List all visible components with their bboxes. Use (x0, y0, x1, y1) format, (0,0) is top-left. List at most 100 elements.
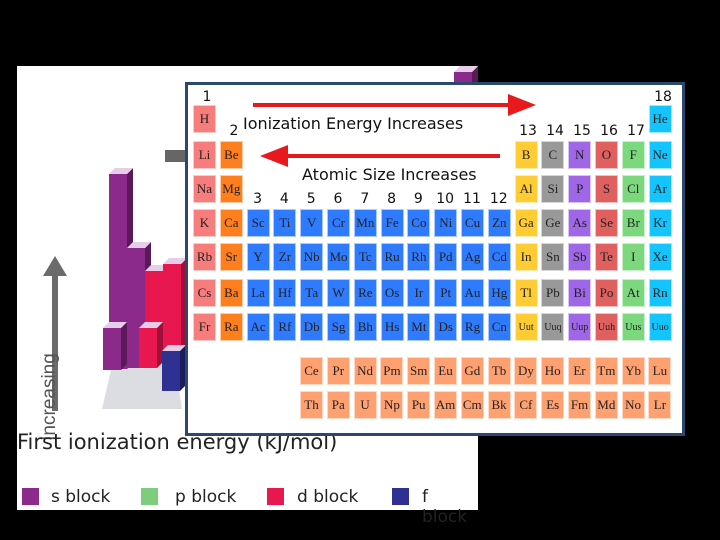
direction-arrow-stub (165, 150, 187, 162)
element-mn: Mn (353, 209, 377, 237)
element-dy: Dy (514, 357, 538, 385)
element-rg: Rg (461, 313, 484, 341)
element-zr: Zr (273, 243, 297, 271)
element-pm: Pm (380, 357, 404, 385)
element-xe: Xe (648, 243, 672, 271)
element-pr: Pr (326, 357, 350, 385)
element-ra: Ra (219, 313, 243, 341)
element-ge: Ge (541, 209, 565, 237)
legend-swatch-d (267, 488, 284, 505)
element-tm: Tm (594, 357, 618, 385)
element-fr: Fr (193, 313, 216, 341)
element-cl: Cl (621, 175, 645, 203)
element-os: Os (380, 279, 404, 307)
element-es: Es (541, 391, 565, 419)
group-number-3: 3 (253, 191, 263, 207)
element-lu: Lu (648, 357, 672, 385)
element-al: Al (514, 175, 538, 203)
element-u: U (353, 391, 377, 419)
element-li: Li (193, 141, 216, 169)
element-ca: Ca (219, 209, 243, 237)
element-hf: Hf (273, 279, 297, 307)
group-number-6: 6 (333, 191, 343, 207)
element-n: N (568, 141, 592, 169)
element-fe: Fe (380, 209, 404, 237)
element-na: Na (193, 175, 216, 203)
element-fm: Fm (568, 391, 591, 419)
element-c: C (541, 141, 565, 169)
element-pu: Pu (407, 391, 431, 419)
element-be: Be (219, 141, 243, 169)
element-kr: Kr (648, 209, 672, 237)
element-cn: Cn (487, 313, 511, 341)
element-bi: Bi (568, 279, 592, 307)
increasing-axis-arrowhead (43, 256, 67, 276)
element-po: Po (595, 279, 618, 307)
element-cr: Cr (327, 209, 350, 237)
element-no: No (621, 391, 645, 419)
group-number-12: 12 (489, 191, 508, 207)
element-ne: Ne (648, 141, 672, 169)
element-bh: Bh (353, 313, 377, 341)
element-w: W (327, 279, 350, 307)
element-nd: Nd (353, 357, 377, 385)
group-number-14: 14 (546, 123, 564, 139)
element-am: Am (434, 391, 457, 419)
element-b: B (514, 141, 538, 169)
element-ce: Ce (300, 357, 323, 385)
element-uut: Uut (514, 313, 538, 341)
element-he: He (648, 105, 672, 133)
element-ar: Ar (648, 175, 672, 203)
element-v: V (300, 209, 324, 237)
element-la: La (246, 279, 270, 307)
periodic-table-panel: Ionization Energy Increases Atomic Size … (185, 82, 685, 436)
element-ba: Ba (219, 279, 243, 307)
group-number-1: 1 (202, 89, 212, 105)
element-ac: Ac (246, 313, 270, 341)
element-ta: Ta (300, 279, 324, 307)
element-s: S (595, 175, 618, 203)
element-p: P (568, 175, 592, 203)
element-ag: Ag (461, 243, 484, 271)
element-uup: Uup (568, 313, 592, 341)
element-br: Br (621, 209, 645, 237)
element-tb: Tb (487, 357, 511, 385)
element-as: As (568, 209, 592, 237)
element-in: In (514, 243, 538, 271)
element-rn: Rn (648, 279, 672, 307)
group-number-4: 4 (279, 191, 289, 207)
element-sg: Sg (327, 313, 350, 341)
element-cm: Cm (460, 391, 484, 419)
element-zn: Zn (487, 209, 511, 237)
element-cf: Cf (514, 391, 538, 419)
element-o: O (595, 141, 618, 169)
element-tc: Tc (353, 243, 377, 271)
group-number-7: 7 (360, 191, 370, 207)
element-f: F (621, 141, 645, 169)
element-au: Au (461, 279, 484, 307)
element-ho: Ho (541, 357, 565, 385)
legend-label-f: f block (422, 487, 468, 527)
element-db: Db (300, 313, 324, 341)
group-number-17: 17 (627, 123, 645, 139)
element-cu: Cu (461, 209, 484, 237)
bar-f-1 (162, 345, 186, 391)
element-rh: Rh (407, 243, 431, 271)
element-ga: Ga (514, 209, 538, 237)
legend-label-s: s block (51, 487, 111, 507)
element-si: Si (541, 175, 565, 203)
legend-swatch-p (141, 488, 158, 505)
element-gd: Gd (460, 357, 484, 385)
element-re: Re (353, 279, 377, 307)
element-th: Th (300, 391, 323, 419)
group-number-9: 9 (413, 191, 423, 207)
group-number-8: 8 (387, 191, 397, 207)
group-number-16: 16 (600, 123, 618, 139)
group-number-10: 10 (436, 191, 455, 207)
element-nb: Nb (300, 243, 324, 271)
element-ni: Ni (434, 209, 458, 237)
element-cd: Cd (487, 243, 511, 271)
element-ti: Ti (273, 209, 297, 237)
element-sm: Sm (407, 357, 431, 385)
element-sb: Sb (568, 243, 592, 271)
